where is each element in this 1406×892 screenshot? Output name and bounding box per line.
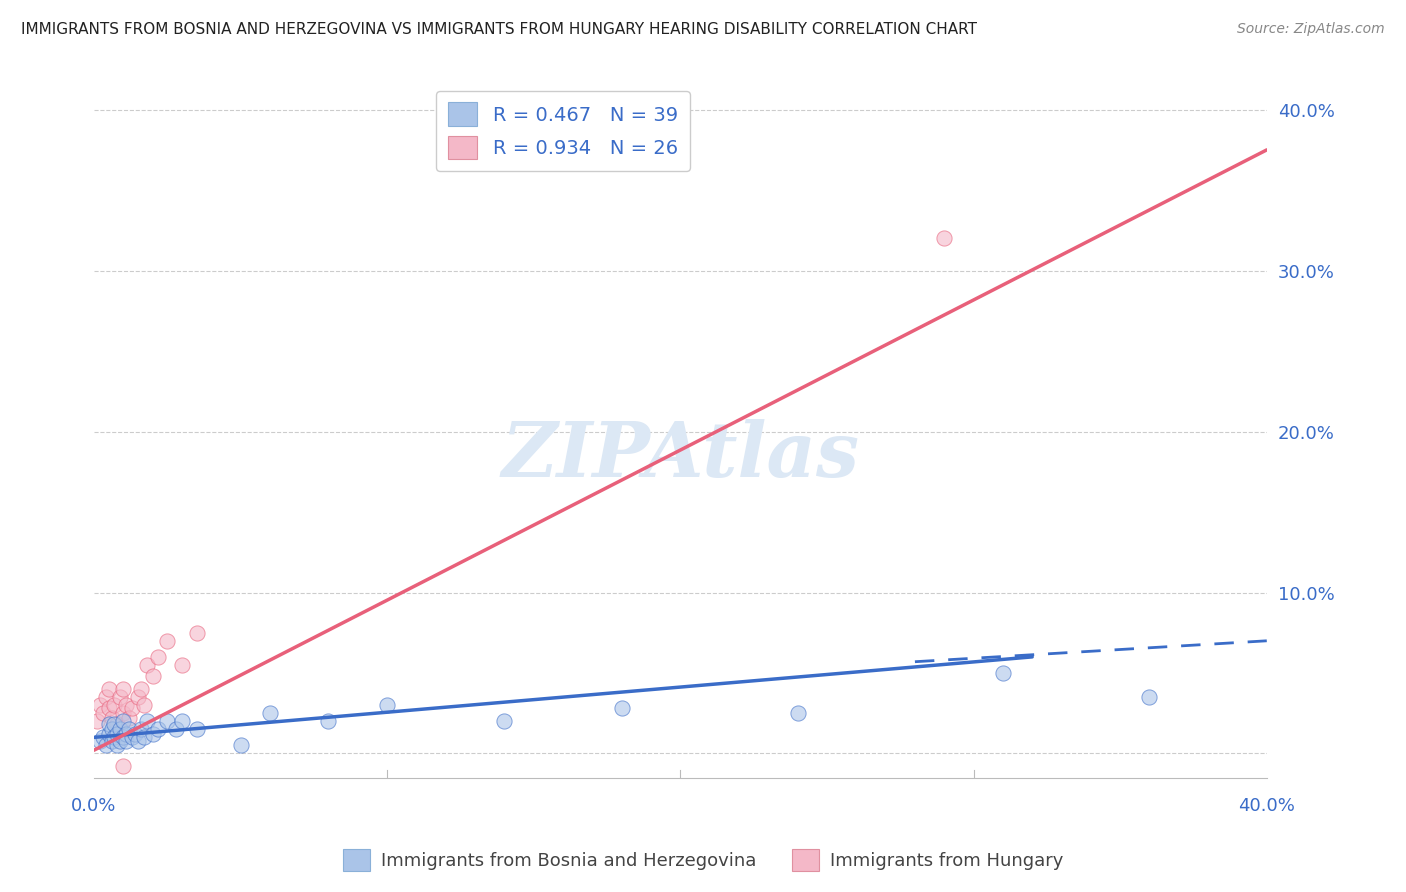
Point [142,727,165,741]
Point [148,723,170,737]
Point [991,665,1014,680]
Point [156,714,179,729]
Point [97,701,120,715]
Point [934,231,956,245]
Point [494,714,516,729]
Point [118,723,141,737]
Point [110,690,132,705]
Point [129,682,152,697]
Point [100,733,122,747]
Point [115,733,138,747]
Point [170,714,193,729]
Point [94,739,117,753]
Text: ZIPAtlas: ZIPAtlas [502,418,859,492]
Legend: Immigrants from Bosnia and Herzegovina, Immigrants from Hungary: Immigrants from Bosnia and Herzegovina, … [336,842,1070,879]
Point [127,733,149,747]
Point [186,625,208,640]
Point [129,723,152,737]
Point [103,731,125,745]
Point [112,706,135,721]
Point [94,690,117,705]
Point [121,731,143,745]
Legend: R = 0.467   N = 39, R = 0.934   N = 26: R = 0.467 N = 39, R = 0.934 N = 26 [436,91,690,171]
Point [786,706,808,721]
Point [186,723,208,737]
Point [105,739,128,753]
Point [142,669,165,683]
Point [112,714,135,729]
Point [89,733,111,747]
Point [135,714,157,729]
Point [229,739,252,753]
Point [103,698,125,713]
Text: IMMIGRANTS FROM BOSNIA AND HERZEGOVINA VS IMMIGRANTS FROM HUNGARY HEARING DISABI: IMMIGRANTS FROM BOSNIA AND HERZEGOVINA V… [21,22,977,37]
Point [97,682,120,697]
Point [110,723,132,737]
Point [112,682,135,697]
Point [132,731,155,745]
Point [103,717,125,731]
Point [156,633,179,648]
Point [135,657,157,672]
Point [112,759,135,773]
Point [89,698,111,713]
Point [127,690,149,705]
Point [132,698,155,713]
Point [318,714,340,729]
Point [115,698,138,713]
Point [97,727,120,741]
Point [100,723,122,737]
Text: 0.0%: 0.0% [72,797,117,815]
Point [259,706,281,721]
Point [124,727,146,741]
Point [112,731,135,745]
Point [110,733,132,747]
Point [105,727,128,741]
Point [91,731,114,745]
Point [118,711,141,725]
Point [115,727,138,741]
Point [375,698,398,713]
Point [100,711,122,725]
Point [1139,690,1161,705]
Point [105,717,128,731]
Text: 40.0%: 40.0% [1239,797,1295,815]
Point [91,706,114,721]
Point [86,714,108,729]
Point [97,717,120,731]
Point [148,649,170,664]
Point [165,723,187,737]
Text: Source: ZipAtlas.com: Source: ZipAtlas.com [1237,22,1385,37]
Point [121,701,143,715]
Point [610,701,633,715]
Point [170,657,193,672]
